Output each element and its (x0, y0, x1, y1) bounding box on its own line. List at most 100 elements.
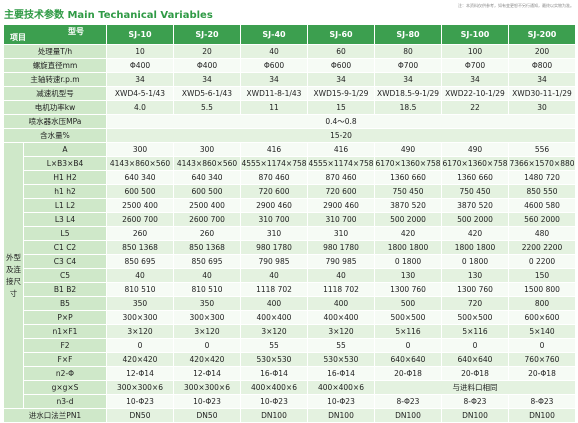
cell: 720 (441, 296, 509, 311)
cell: 2500 400 (173, 198, 241, 213)
table-row: 含水量% 15-20 (3, 128, 576, 143)
cell: 2600 700 (106, 212, 174, 227)
cell: 850 695 (106, 254, 174, 269)
cell: 16-Φ14 (240, 366, 308, 381)
row-label: L5 (23, 226, 107, 241)
cell: DN100 (508, 408, 576, 423)
cell: 420×420 (173, 352, 241, 367)
table-row: H1 H2 640 340 640 340 870 460 870 460 1360 66… (4, 170, 576, 185)
cell: 300×300×6 (173, 380, 241, 395)
cell: 0 (106, 338, 174, 353)
cell: 5×116 (441, 324, 509, 339)
cell: 850 1368 (173, 240, 241, 255)
table-row: L1 L2 2500 400 2500 400 2900 460 2900 460 387… (4, 198, 576, 213)
cell: 4143×860×560 (106, 156, 174, 171)
column-header: SJ-100 (441, 24, 509, 45)
cell: 980 1780 (240, 240, 308, 255)
corner-cell: 型号 项目 (3, 24, 107, 45)
table-row: 处理量T/h 10 20 40 60 80 100 200 (3, 44, 576, 59)
cell: XWD4-5-1/43 (106, 86, 174, 101)
cell: 850 550 (508, 184, 576, 199)
cell: 1118 702 (240, 282, 308, 297)
cell: 10-Φ23 (307, 394, 375, 409)
cell: 600×600 (508, 310, 576, 325)
cell: 34 (441, 72, 509, 87)
table-row: C1 C2 850 1368 850 1368 980 1780 980 1780 180… (4, 240, 576, 255)
cell: 600 500 (173, 184, 241, 199)
column-header: SJ-80 (374, 24, 442, 45)
row-label: g×g×S (23, 380, 107, 395)
table-row: 喷水器水压MPa 0.4～0.8 (3, 114, 576, 129)
table-row: n1×F1 3×120 3×120 3×120 3×120 5×116 5×116 5×140 (4, 324, 576, 339)
cell: 350 (106, 296, 174, 311)
table-body: 处理量T/h 10 20 40 60 80 100 200 螺旋直径mm Φ400 Φ400 Φ600… (3, 44, 576, 423)
table-row: B1 B2 810 510 810 510 1118 702 1118 702 1300 … (4, 282, 576, 297)
cell: Φ800 (508, 58, 576, 73)
title: 主要技术参数 Main Techanical Variables (4, 10, 213, 21)
cell: 1800 1800 (441, 240, 509, 255)
row-label: L×B3×B4 (23, 156, 107, 171)
cell: 20-Φ18 (374, 366, 442, 381)
cell: 10 (106, 44, 174, 59)
cell: 850 1368 (106, 240, 174, 255)
cell: 12-Φ14 (106, 366, 174, 381)
cell: 810 510 (173, 282, 241, 297)
cell: 980 1780 (307, 240, 375, 255)
table-row: C5 40 40 40 40 130 130 150 (4, 268, 576, 283)
cell: 1300 760 (374, 282, 442, 297)
cell: 55 (240, 338, 308, 353)
cell: Φ700 (441, 58, 509, 73)
cell: 2600 700 (173, 212, 241, 227)
cell: 55 (307, 338, 375, 353)
column-header: SJ-60 (307, 24, 375, 45)
cell: 530×530 (307, 352, 375, 367)
table-row: g×g×S 300×300×6 300×300×6 400×400×6 400×400×… (4, 380, 576, 395)
table-row: 主轴转速r.p.m 34 34 34 34 34 34 34 (3, 72, 576, 87)
cell: 34 (106, 72, 174, 87)
cell: 490 (441, 142, 509, 157)
cell: 1500 800 (508, 282, 576, 297)
table-row: F×F 420×420 420×420 530×530 530×530 640×640 64… (4, 352, 576, 367)
cell: 2500 400 (106, 198, 174, 213)
cell: 100 (441, 44, 509, 59)
cell: 640×640 (441, 352, 509, 367)
row-label: h1 h2 (23, 184, 107, 199)
cell: 1360 660 (441, 170, 509, 185)
table-row: L3 L4 2600 700 2600 700 310 700 310 700 500 2… (4, 212, 576, 227)
cell: 2200 2200 (508, 240, 576, 255)
header-row: 型号 项目 SJ-10 SJ-20 SJ-40 SJ-60 SJ-80 SJ-100 SJ-… (3, 24, 576, 45)
row-label: B5 (23, 296, 107, 311)
cell: 10-Φ23 (240, 394, 308, 409)
cell: 560 2000 (508, 212, 576, 227)
cell: 0 1800 (374, 254, 442, 269)
cell: 130 (441, 268, 509, 283)
cell: 640 340 (106, 170, 174, 185)
table-row: 进水口法兰PN1 DN50 DN50 DN100 DN100 DN100 DN100 DN10… (3, 408, 576, 423)
cell: Φ600 (240, 58, 308, 73)
table-row: L5 260 260 310 310 420 420 480 (4, 226, 576, 241)
cell: 10-Φ23 (106, 394, 174, 409)
column-header: SJ-40 (240, 24, 308, 45)
row-label: C5 (23, 268, 107, 283)
cell: 2900 460 (240, 198, 308, 213)
cell: 5.5 (173, 100, 241, 115)
cell: DN100 (240, 408, 308, 423)
table-row: 减速机型号 XWD4-5-1/43 XWD5-6-1/43 XWD11-8-1/43 X… (3, 86, 576, 101)
cell: 34 (307, 72, 375, 87)
cell: 0 (173, 338, 241, 353)
cell: 40 (240, 268, 308, 283)
table-row: h1 h2 600 500 600 500 720 600 720 600 750 450… (4, 184, 576, 199)
row-label: n2-Φ (23, 366, 107, 381)
table-row: B5 350 350 400 400 500 720 800 (4, 296, 576, 311)
row-label: L1 L2 (23, 198, 107, 213)
cell: 480 (508, 226, 576, 241)
row-label: 喷水器水压MPa (3, 114, 107, 129)
row-label: 螺旋直径mm (3, 58, 107, 73)
cell: 12-Φ14 (173, 366, 241, 381)
cell: XWD22-10-1/29 (441, 86, 509, 101)
cell: 640 340 (173, 170, 241, 185)
row-label: 电机功率kw (3, 100, 107, 115)
row-label: F×F (23, 352, 107, 367)
cell: 3870 520 (374, 198, 442, 213)
